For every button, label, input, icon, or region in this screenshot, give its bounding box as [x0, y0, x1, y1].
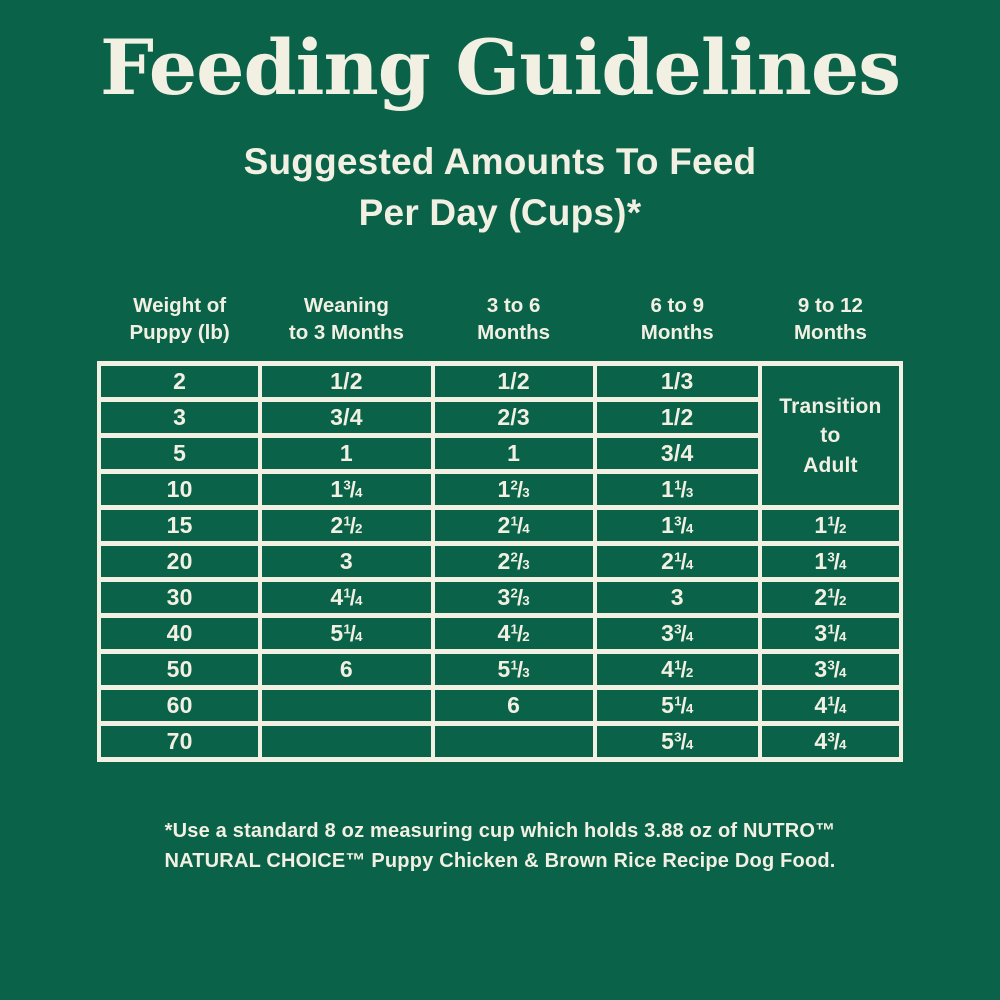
amount-cell: [430, 721, 597, 763]
amount-cell: 33/4: [757, 649, 904, 691]
amount-cell: 13/4: [258, 469, 435, 511]
amount-cell: 43/4: [757, 721, 904, 763]
table-row-weight-10: 10 13/4 12/3 11/3: [96, 469, 901, 511]
table-row-weight-60: 60 6 51/4 41/4: [96, 685, 904, 727]
weight-cell: 10: [96, 469, 263, 511]
subtitle: Suggested Amounts To Feed Per Day (Cups)…: [0, 136, 1000, 240]
weight-cell: 60: [96, 685, 263, 727]
table-row-weight-50: 50 6 51/3 41/2 33/4: [96, 649, 904, 691]
table-row-weight-5: 5 1 1 3/4: [96, 433, 901, 475]
weight-cell: 30: [96, 577, 263, 619]
weight-cell: 70: [96, 721, 263, 763]
footnote-line-2: NATURAL CHOICE™ Puppy Chicken & Brown Ri…: [164, 850, 836, 873]
amount-cell: 3/4: [592, 433, 762, 475]
column-header-3: 6 to 9 Months: [640, 294, 714, 344]
amount-cell: 3: [258, 541, 435, 583]
amount-cell: 13/4: [757, 541, 904, 583]
amount-cell: 3: [592, 577, 762, 619]
table-row-weight-3: 3 3/4 2/3 1/2: [96, 397, 901, 439]
weight-cell: 40: [96, 613, 263, 655]
footnote-line-1: *Use a standard 8 oz measuring cup which…: [164, 820, 836, 843]
amount-cell: 1/3: [592, 361, 762, 403]
amount-cell: 2/3: [430, 397, 597, 439]
amount-cell: 33/4: [592, 613, 762, 655]
amount-cell: 41/4: [258, 577, 435, 619]
amount-cell: 41/4: [757, 685, 904, 727]
amount-cell: 3/4: [258, 397, 435, 439]
amount-cell: 11/2: [757, 505, 904, 547]
amount-cell: 51/3: [430, 649, 597, 691]
feeding-table-header: Weight of Puppy (lb) Weaning to 3 Months 3 t…: [99, 293, 901, 364]
page-title: Feeding Guidelines: [99, 23, 901, 112]
amount-cell: 53/4: [592, 721, 762, 763]
amount-cell: 51/4: [592, 685, 762, 727]
table-row-weight-20: 20 3 22/3 21/4 13/4: [96, 541, 904, 583]
column-header-2: 3 to 6 Months: [477, 294, 551, 344]
amount-cell: [258, 685, 435, 727]
table-row-weight-70: 70 53/4 43/4: [96, 721, 904, 763]
column-header-1: Weaning to 3 Months: [288, 294, 404, 344]
amount-cell: 1/2: [430, 361, 597, 403]
amount-cell: 21/2: [757, 577, 904, 619]
weight-cell: 3: [96, 397, 263, 439]
subtitle-line-1: Suggested Amounts To Feed: [243, 140, 757, 182]
amount-cell: 13/4: [592, 505, 762, 547]
amount-cell: 1: [258, 433, 435, 475]
amount-cell: 6: [430, 685, 597, 727]
amount-cell: 21/2: [258, 505, 435, 547]
amount-cell: 1/2: [258, 361, 435, 403]
table-row-weight-40: 40 51/4 41/2 33/4 31/4: [96, 613, 904, 655]
weight-cell: 50: [96, 649, 263, 691]
amount-cell: 32/3: [430, 577, 597, 619]
table-row-weight-30: 30 41/4 32/3 3 21/2: [96, 577, 904, 619]
amount-cell: 21/4: [592, 541, 762, 583]
amount-cell: 21/4: [430, 505, 597, 547]
footnote: *Use a standard 8 oz measuring cup which…: [0, 816, 1000, 876]
weight-cell: 5: [96, 433, 263, 475]
amount-cell: 11/3: [592, 469, 762, 511]
transition-to-adult-cell: Transition to Adult: [757, 361, 904, 511]
column-header-4: 9 to 12 Months: [793, 294, 867, 344]
amount-cell: 41/2: [430, 613, 597, 655]
feeding-table: Weight of Puppy (lb) Weaning to 3 Months 3 t…: [96, 293, 904, 763]
amount-cell: 12/3: [430, 469, 597, 511]
table-row-weight-15: 15 21/2 21/4 13/4 11/2: [96, 505, 904, 547]
feeding-table-container: Weight of Puppy (lb) Weaning to 3 Months 3 t…: [96, 293, 904, 763]
amount-cell: 1/2: [592, 397, 762, 439]
table-row-weight-2: 2 1/2 1/2 1/3 Transition to Adult: [96, 361, 904, 511]
amount-cell: 41/2: [592, 649, 762, 691]
subtitle-line-2: Per Day (Cups)*: [358, 192, 642, 234]
amount-cell: 51/4: [258, 613, 435, 655]
weight-cell: 15: [96, 505, 263, 547]
amount-cell: 6: [258, 649, 435, 691]
feeding-table-body: 2 1/2 1/2 1/3 Transition to Adult 3 3/4 2/3 1/2 5 1 1…: [96, 361, 904, 763]
column-header-0: Weight of Puppy (lb): [129, 294, 230, 344]
weight-cell: 2: [96, 361, 263, 403]
amount-cell: 1: [430, 433, 597, 475]
amount-cell: 22/3: [430, 541, 597, 583]
amount-cell: 31/4: [757, 613, 904, 655]
weight-cell: 20: [96, 541, 263, 583]
amount-cell: [258, 721, 435, 763]
header-row: Weight of Puppy (lb) Weaning to 3 Months 3 t…: [99, 293, 901, 364]
